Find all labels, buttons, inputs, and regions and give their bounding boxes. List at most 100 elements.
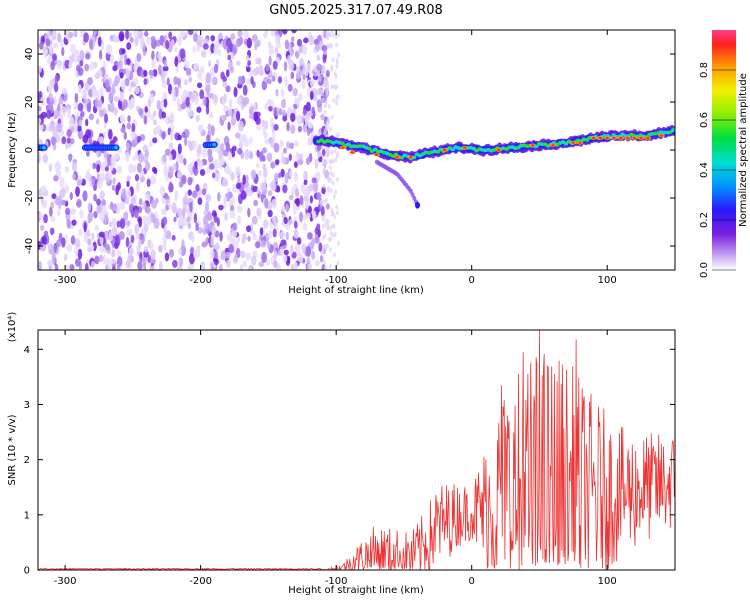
noise-blob: [80, 110, 85, 118]
noise-blob: [276, 262, 281, 270]
noise-blob: [124, 77, 130, 87]
noise-blob: [56, 209, 61, 217]
noise-blob: [69, 209, 75, 216]
noise-blob: [193, 212, 198, 224]
noise-blob: [108, 91, 113, 103]
noise-blob: [82, 90, 88, 100]
noise-blob: [284, 76, 288, 87]
noise-blob: [130, 196, 137, 206]
noise-blob: [115, 234, 119, 246]
noise-blob: [121, 48, 126, 55]
noise-blob: [197, 227, 203, 234]
noise-blob: [318, 242, 323, 252]
noise-blob: [123, 211, 129, 222]
noise-blob: [207, 60, 212, 68]
noise-blob: [126, 122, 132, 130]
noise-blob: [327, 225, 331, 231]
ridge-core: [450, 147, 456, 152]
noise-blob: [211, 210, 217, 217]
noise-blob: [125, 236, 130, 248]
noise-blob: [195, 222, 199, 232]
noise-blob: [175, 65, 180, 74]
noise-blob: [222, 75, 227, 82]
noise-blob: [158, 64, 162, 76]
noise-blob: [315, 43, 320, 52]
noise-blob: [76, 179, 82, 186]
noise-blob: [220, 157, 225, 166]
spectrogram-marks: [38, 30, 675, 270]
noise-blob: [46, 96, 50, 105]
noise-blob: [282, 115, 288, 122]
noise-blob: [232, 112, 236, 120]
noise-blob: [232, 230, 238, 238]
noise-blob: [62, 87, 68, 95]
noise-blob: [321, 97, 325, 103]
noise-blob: [205, 237, 209, 246]
noise-blob: [88, 113, 95, 120]
snr-x-label: Height of straight line (km): [288, 585, 424, 596]
ridge-hotspot-core: [646, 136, 650, 140]
noise-blob: [64, 165, 70, 173]
snr-panel: -300 -200 -100 0 100 0 1 2 3 4 Height of straight…: [7, 312, 676, 596]
x-tick-label: -300: [54, 576, 77, 587]
colorbar-ticks: 0.0 0.2 0.4 0.6 0.8: [699, 62, 736, 278]
noise-blob: [328, 32, 332, 38]
noise-blob: [168, 181, 173, 192]
ridge-hotspot-core: [632, 136, 636, 140]
noise-blob: [177, 134, 182, 141]
noise-blob: [199, 124, 204, 132]
noise-blob: [112, 265, 116, 270]
noise-blob: [327, 103, 331, 109]
colorbar-tick-label: 0.4: [699, 162, 710, 178]
noise-blob: [294, 97, 298, 105]
noise-blob: [116, 263, 121, 270]
noise-blob: [96, 203, 103, 214]
ridge-hotspot-core: [531, 144, 535, 147]
noise-blob: [166, 77, 170, 86]
noise-blob: [222, 180, 229, 187]
noise-blob: [179, 48, 186, 59]
noise-blob: [316, 223, 321, 231]
noise-blob: [264, 120, 269, 130]
noise-blob: [228, 169, 232, 177]
noise-blob: [98, 231, 105, 238]
noise-blob: [108, 230, 114, 242]
ridge-hotspot-core: [639, 136, 643, 140]
noise-blob: [245, 187, 250, 195]
noise-blob: [325, 30, 329, 36]
noise-blob: [238, 136, 245, 144]
noise-blob: [137, 239, 142, 249]
noise-blob: [237, 30, 243, 38]
colorbar-label: Normalized spectral amplitude: [738, 73, 749, 227]
noise-blob: [172, 163, 177, 170]
noise-blob: [184, 79, 188, 86]
ridge-core: [670, 128, 675, 132]
noise-blob: [272, 60, 278, 70]
noise-blob: [322, 167, 326, 173]
noise-blob: [40, 185, 47, 193]
noise-blob: [125, 30, 130, 40]
noise-blob: [314, 259, 321, 267]
noise-blob: [189, 201, 193, 213]
noise-blob: [205, 104, 210, 115]
noise-blob: [91, 89, 98, 99]
spectrogram-x-label: Height of straight line (km): [288, 285, 424, 296]
noise-blob: [148, 140, 154, 148]
noise-blob: [272, 216, 277, 224]
noise-blob: [184, 192, 188, 204]
noise-blob: [296, 38, 303, 47]
x-tick-label: 0: [469, 275, 475, 286]
noise-blob: [308, 122, 314, 129]
noise-blob: [108, 171, 113, 181]
noise-blob: [199, 89, 205, 100]
noise-blob: [188, 76, 192, 83]
noise-blob: [297, 153, 304, 160]
noise-blob: [266, 99, 273, 106]
noise-blob: [146, 178, 151, 188]
noise-blob: [203, 38, 209, 46]
noise-blob: [236, 205, 243, 213]
noise-blob: [142, 50, 147, 57]
noise-blob: [223, 93, 227, 104]
noise-blob: [321, 148, 326, 157]
x-tick-label: -100: [325, 275, 348, 286]
